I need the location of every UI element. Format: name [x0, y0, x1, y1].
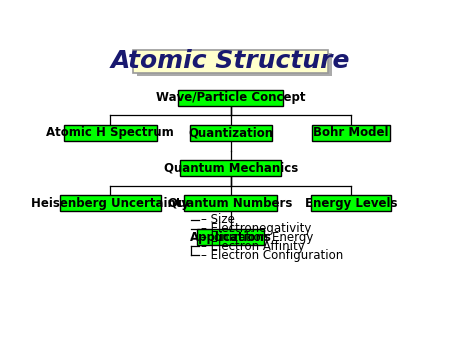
FancyBboxPatch shape — [64, 125, 157, 141]
FancyBboxPatch shape — [133, 50, 328, 73]
Text: Atomic Structure: Atomic Structure — [111, 49, 351, 73]
Text: Atomic H Spectrum: Atomic H Spectrum — [46, 126, 174, 140]
Text: Applications: Applications — [190, 231, 271, 244]
Text: – Electron Affinity: – Electron Affinity — [201, 240, 305, 253]
Text: Wave/Particle Concept: Wave/Particle Concept — [156, 91, 306, 104]
FancyBboxPatch shape — [60, 195, 161, 211]
Text: Quantization: Quantization — [188, 126, 273, 140]
FancyBboxPatch shape — [178, 90, 283, 105]
FancyBboxPatch shape — [189, 125, 272, 141]
Text: Quantum Mechanics: Quantum Mechanics — [163, 162, 298, 175]
Text: Energy Levels: Energy Levels — [305, 197, 397, 210]
FancyBboxPatch shape — [180, 160, 281, 176]
FancyBboxPatch shape — [311, 195, 391, 211]
Text: – Electronegativity: – Electronegativity — [201, 222, 311, 235]
Text: Heisenberg Uncertainty: Heisenberg Uncertainty — [31, 197, 189, 210]
Text: Quantum Numbers: Quantum Numbers — [168, 197, 293, 210]
Text: – Size: – Size — [201, 213, 235, 226]
FancyBboxPatch shape — [184, 195, 277, 211]
Text: – Ionization Energy: – Ionization Energy — [201, 231, 313, 244]
FancyBboxPatch shape — [198, 229, 264, 245]
Text: Bohr Model: Bohr Model — [313, 126, 389, 140]
FancyBboxPatch shape — [137, 53, 333, 76]
FancyBboxPatch shape — [312, 125, 390, 141]
Text: – Electron Configuration: – Electron Configuration — [201, 249, 343, 262]
